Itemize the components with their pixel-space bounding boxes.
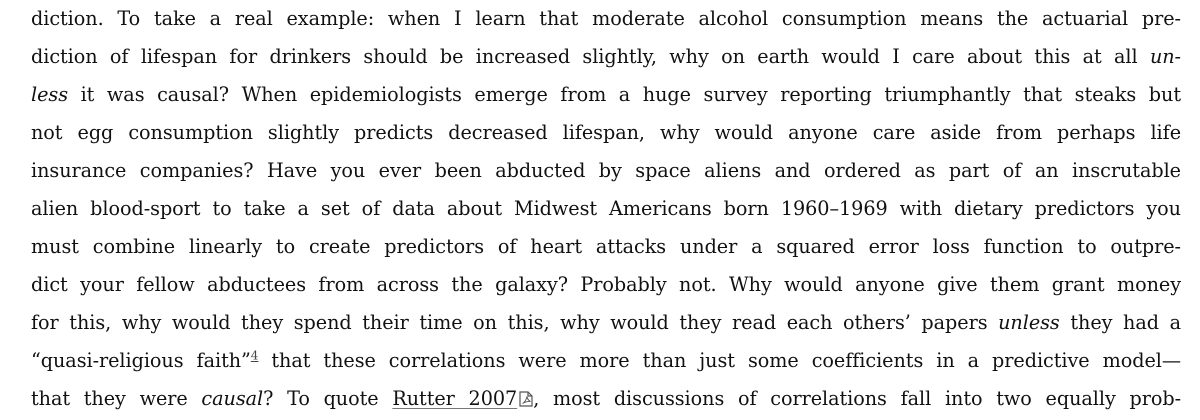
text-line-10: “quasi-religious faith”4 that these corr… [31, 348, 1181, 372]
text-line-1: diction. To take a real example: when I … [31, 7, 1181, 30]
emphasis: unless [998, 311, 1060, 334]
emphasis: less [31, 83, 68, 106]
text-line-3: less it was causal? When epidemiologists… [31, 83, 1181, 106]
pdf-icon [519, 382, 533, 420]
text-line-11: that they were causal? To quote Rutter 2… [31, 380, 1181, 418]
text-line-5: insurance companies? Have you ever been … [31, 159, 1181, 182]
citation-link[interactable]: Rutter 2007 [392, 387, 518, 410]
document-body: diction. To take a real example: when I … [31, 0, 1181, 418]
footnote-link[interactable]: 4 [250, 348, 259, 363]
text-line-4: not egg consumption slightly predicts de… [31, 121, 1181, 144]
text-line-7: must combine linearly to create predicto… [31, 235, 1181, 258]
emphasis: causal [201, 387, 264, 410]
text-line-2: diction of lifespan for drinkers should … [31, 45, 1181, 68]
text-line-9: for this, why would they spend their tim… [31, 311, 1181, 334]
text-line-8: dict your fellow abductees from across t… [31, 273, 1181, 296]
emphasis: un- [1149, 45, 1181, 68]
text-line-6: alien blood-sport to take a set of data … [31, 197, 1181, 220]
